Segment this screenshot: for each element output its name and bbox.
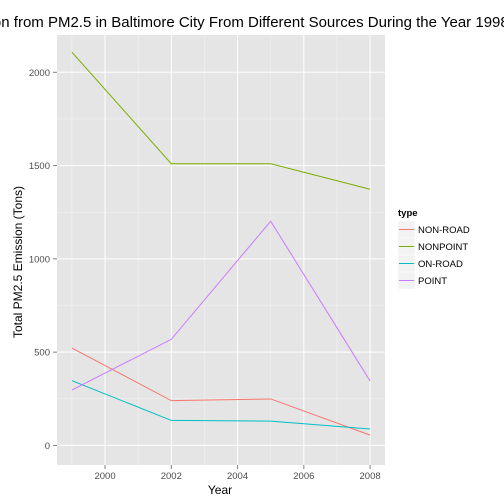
plot-panel	[57, 35, 385, 465]
y-tick-label: 1500	[29, 161, 50, 172]
series-line-non-road	[71, 347, 371, 436]
legend-label: NON-ROAD	[418, 225, 470, 236]
x-tick-label: 2008	[360, 471, 381, 482]
legend-title: type	[398, 208, 418, 219]
series-line-on-road	[71, 380, 371, 430]
x-tick-label: 2006	[293, 471, 314, 482]
y-tick-label: 0	[45, 441, 50, 452]
legend-label: ON-ROAD	[418, 259, 463, 270]
legend: type NON-ROAD NONPOINT ON-ROAD POINT	[397, 208, 470, 290]
grid-major	[57, 35, 385, 465]
grid-minor	[57, 35, 385, 465]
y-tick-label: 500	[34, 348, 50, 359]
x-axis-title: Year	[208, 483, 232, 497]
legend-label: NONPOINT	[418, 242, 468, 253]
y-axis-title: Total PM2.5 Emission (Tons)	[11, 186, 25, 338]
series-line-nonpoint	[71, 51, 371, 190]
y-tick-label: 1000	[29, 254, 50, 265]
y-tick-label: 2000	[29, 68, 50, 79]
series-line-point	[71, 220, 371, 391]
chart-title: Total Emission from PM2.5 in Baltimore C…	[0, 14, 504, 31]
axes: 2000 2002 2004 2006 2008 0 500 1000 1500 2000	[29, 68, 381, 482]
x-tick-label: 2004	[227, 471, 248, 482]
x-tick-label: 2000	[94, 471, 115, 482]
legend-label: POINT	[418, 276, 447, 287]
series-lines	[71, 51, 371, 436]
x-tick-label: 2002	[161, 471, 182, 482]
